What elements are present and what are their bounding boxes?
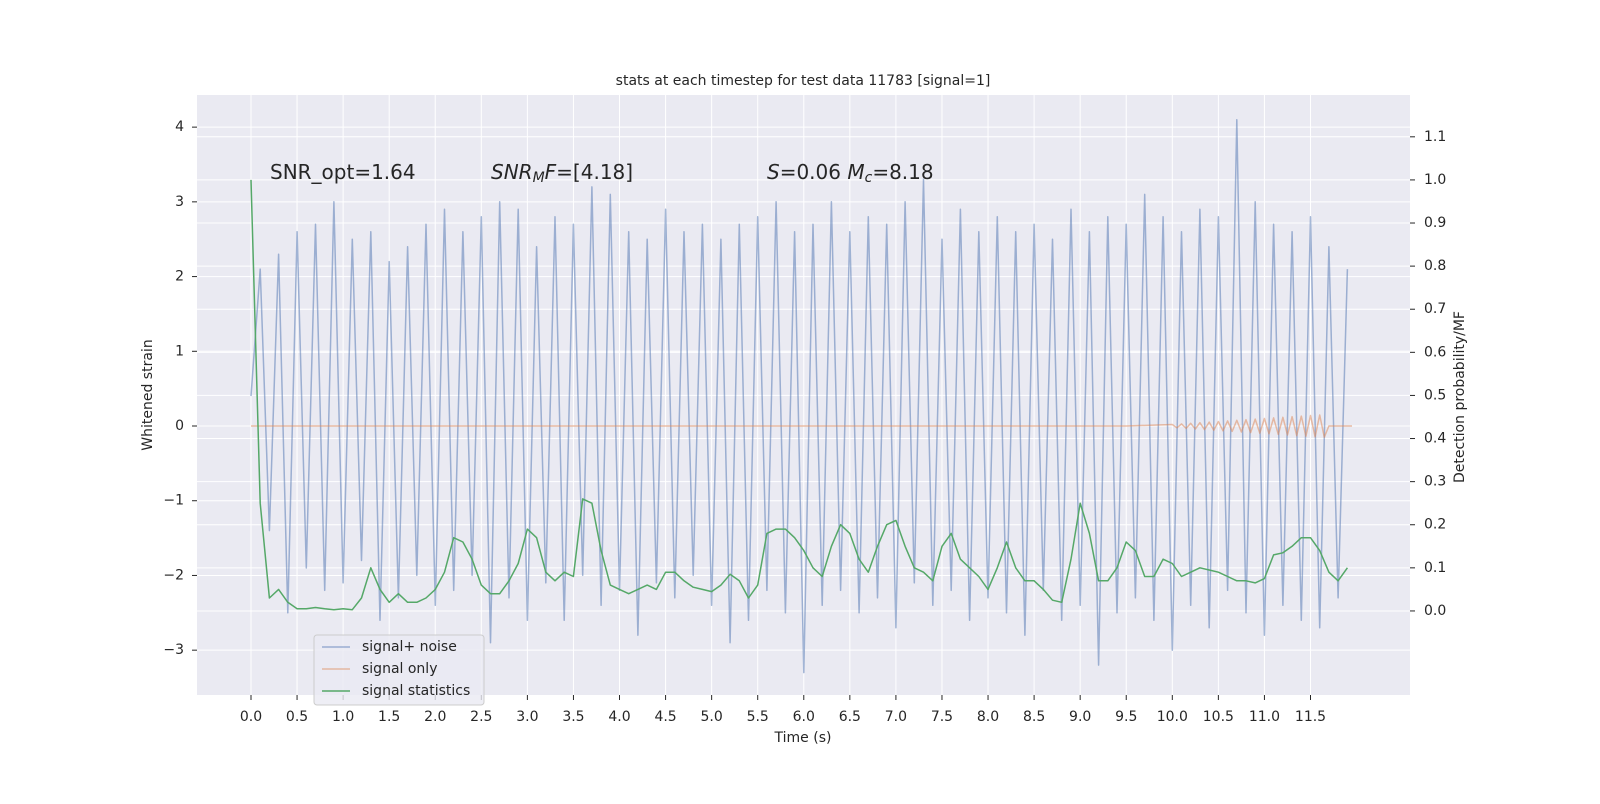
legend-label: signal only bbox=[362, 661, 437, 677]
legend-box bbox=[313, 634, 485, 706]
y2-axis-label: Detection probability/MF bbox=[1452, 311, 1468, 483]
x-tick-label: 4.0 bbox=[608, 709, 630, 725]
x-tick-label: 11.0 bbox=[1249, 709, 1280, 725]
x-tick-label: 2.5 bbox=[470, 709, 492, 725]
y-tick-label: 2 bbox=[175, 269, 184, 285]
x-tick-label: 5.5 bbox=[747, 709, 769, 725]
legend-label: signal+ noise bbox=[362, 639, 457, 655]
y-tick-label: 4 bbox=[175, 119, 184, 135]
x-tick-label: 7.5 bbox=[931, 709, 953, 725]
annotation: SNRMF=[4.18] bbox=[491, 160, 633, 187]
y2-tick-label: 0.2 bbox=[1424, 517, 1446, 533]
x-tick-label: 6.0 bbox=[793, 709, 815, 725]
x-tick-label: 6.5 bbox=[839, 709, 861, 725]
chart-title: stats at each timestep for test data 117… bbox=[616, 73, 991, 89]
series-line bbox=[250, 179, 1349, 611]
y-tick-label: 0 bbox=[175, 418, 184, 434]
x-tick-label: 7.0 bbox=[885, 709, 907, 725]
y2-tick-label: 1.1 bbox=[1424, 129, 1446, 145]
y2-tick-label: 0.9 bbox=[1424, 215, 1446, 231]
x-tick-label: 10.5 bbox=[1203, 709, 1234, 725]
annotation-part: F bbox=[545, 160, 557, 184]
y2-tick-label: 0.1 bbox=[1424, 560, 1446, 576]
x-tick-label: 0.5 bbox=[286, 709, 308, 725]
y-tick-label: −1 bbox=[163, 493, 184, 509]
annotation-part: c bbox=[865, 170, 873, 186]
y-tick-label: 3 bbox=[175, 194, 184, 210]
annotation-part: =8.18 bbox=[872, 160, 933, 184]
y-tick-label: −3 bbox=[163, 642, 184, 658]
y2-tick-label: 1.0 bbox=[1424, 172, 1446, 188]
x-tick-label: 9.0 bbox=[1069, 709, 1091, 725]
annotation-part: M bbox=[847, 160, 864, 184]
annotation-part: =0.06 bbox=[780, 160, 848, 184]
y-tick-label: 1 bbox=[175, 343, 184, 359]
series-line bbox=[250, 118, 1349, 674]
y2-tick-label: 0.3 bbox=[1424, 474, 1446, 490]
x-tick-label: 1.0 bbox=[332, 709, 354, 725]
x-tick-label: 2.0 bbox=[424, 709, 446, 725]
legend-label: signal statistics bbox=[362, 683, 470, 699]
y2-tick-label: 0.8 bbox=[1424, 258, 1446, 274]
y-tick-label: −2 bbox=[163, 567, 184, 583]
y2-tick-label: 0.4 bbox=[1424, 431, 1446, 447]
x-tick-label: 10.0 bbox=[1157, 709, 1188, 725]
x-tick-label: 4.5 bbox=[654, 709, 676, 725]
y-axis-label: Whitened strain bbox=[140, 339, 156, 450]
annotation: SNR_opt=1.64 bbox=[270, 160, 416, 184]
x-tick-label: 1.5 bbox=[378, 709, 400, 725]
x-tick-label: 5.0 bbox=[701, 709, 723, 725]
annotation-part: M bbox=[533, 170, 545, 186]
x-axis-label: Time (s) bbox=[774, 730, 832, 746]
x-tick-label: 8.0 bbox=[977, 709, 999, 725]
x-tick-label: 0.0 bbox=[240, 709, 262, 725]
annotation: S=0.06 Mc=8.18 bbox=[767, 160, 934, 187]
x-tick-label: 11.5 bbox=[1295, 709, 1326, 725]
y2-tick-label: 0.0 bbox=[1424, 603, 1446, 619]
y2-tick-label: 0.6 bbox=[1424, 344, 1446, 360]
x-tick-label: 9.5 bbox=[1115, 709, 1137, 725]
y2-tick-label: 0.7 bbox=[1424, 301, 1446, 317]
series-line bbox=[251, 414, 1352, 438]
annotation-part: SNR_opt=1.64 bbox=[270, 160, 416, 184]
x-tick-label: 8.5 bbox=[1023, 709, 1045, 725]
x-tick-label: 3.5 bbox=[562, 709, 584, 725]
x-tick-label: 3.0 bbox=[516, 709, 538, 725]
annotation-part: =[4.18] bbox=[556, 160, 633, 184]
annotation-part: S bbox=[767, 160, 780, 184]
y2-tick-label: 0.5 bbox=[1424, 387, 1446, 403]
annotation-part: SNR bbox=[491, 160, 533, 184]
